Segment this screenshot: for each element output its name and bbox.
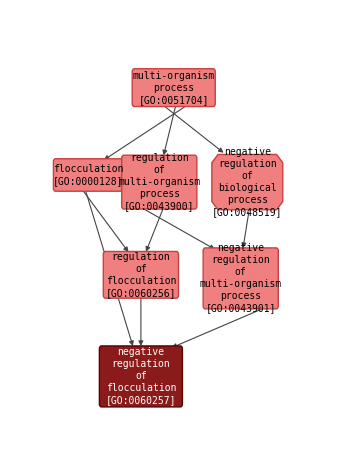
Text: multi-organism
process
[GO:0051704]: multi-organism process [GO:0051704] [133,71,215,105]
Text: negative
regulation
of
flocculation
[GO:0060257]: negative regulation of flocculation [GO:… [106,347,176,406]
FancyBboxPatch shape [132,69,215,106]
FancyBboxPatch shape [103,251,178,298]
Text: flocculation
[GO:0000128]: flocculation [GO:0000128] [53,164,124,186]
Text: negative
regulation
of
multi-organism
process
[GO:0043901]: negative regulation of multi-organism pr… [200,244,282,313]
Text: regulation
of
multi-organism
process
[GO:0043900]: regulation of multi-organism process [GO… [118,153,200,211]
Polygon shape [212,155,283,210]
FancyBboxPatch shape [122,155,197,209]
Text: negative
regulation
of
biological
process
[GO:0048519]: negative regulation of biological proces… [212,147,282,217]
FancyBboxPatch shape [203,248,278,309]
Text: regulation
of
flocculation
[GO:0060256]: regulation of flocculation [GO:0060256] [106,252,176,298]
FancyBboxPatch shape [99,346,182,407]
FancyBboxPatch shape [54,159,123,191]
